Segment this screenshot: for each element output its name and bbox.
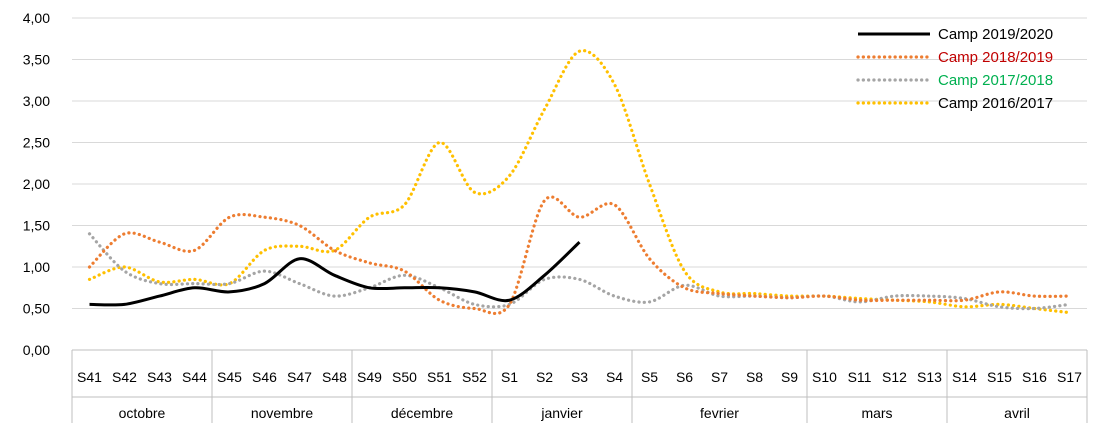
y-tick-label: 0,00 (23, 342, 50, 358)
x-tick-label: S3 (571, 369, 588, 385)
x-group-label: octobre (119, 405, 166, 421)
x-tick-label: S8 (746, 369, 763, 385)
legend-label: Camp 2019/2020 (938, 26, 1053, 43)
x-tick-label: S43 (147, 369, 172, 385)
x-tick-label: S12 (882, 369, 907, 385)
gridlines (72, 17, 1087, 309)
x-tick-label: S17 (1057, 369, 1082, 385)
x-tick-label: S11 (848, 369, 872, 385)
x-tick-label: S6 (676, 369, 693, 385)
series-line (87, 49, 1072, 315)
legend-label: Camp 2018/2019 (938, 49, 1053, 66)
series-lines (87, 49, 1072, 316)
x-tick-label: S13 (917, 369, 942, 385)
x-tick-label: S48 (322, 369, 347, 385)
y-tick-label: 1,00 (23, 259, 50, 275)
x-tick-label: S14 (952, 369, 977, 385)
x-tick-label: S16 (1022, 369, 1047, 385)
x-tick-label: S9 (781, 369, 798, 385)
x-tick-label: S2 (536, 369, 553, 385)
x-axis: S41 S42 S43 S44 S45 S46 S47 S48 S49 S50 S51 S52 S1 S2… (71, 349, 1088, 423)
legend-label: Camp 2017/2018 (938, 72, 1053, 89)
x-tick-label: S47 (287, 369, 312, 385)
x-group-label: mars (861, 405, 892, 421)
x-tick-label: S41 (77, 369, 102, 385)
x-tick-label: S5 (641, 369, 658, 385)
x-tick-label: S52 (462, 369, 487, 385)
y-tick-label: 3,00 (23, 93, 50, 109)
x-group-label: avril (1004, 405, 1030, 421)
x-tick-label: S51 (427, 369, 452, 385)
series-line (89, 241, 581, 307)
y-axis: 0,00 0,50 1,00 1,50 2,00 2,50 3,00 3,50 4,00 (23, 10, 50, 358)
series-line (87, 195, 1072, 316)
x-tick-label: S44 (182, 369, 207, 385)
x-tick-label: S50 (392, 369, 417, 385)
y-tick-label: 2,00 (23, 176, 50, 192)
y-tick-label: 1,50 (23, 218, 50, 234)
x-tick-label: S45 (217, 369, 242, 385)
x-tick-label: S49 (357, 369, 382, 385)
x-group-label: fevrier (700, 405, 739, 421)
x-tick-label: S10 (812, 369, 837, 385)
y-tick-label: 0,50 (23, 301, 50, 317)
y-tick-label: 3,50 (23, 52, 50, 68)
x-tick-label: S7 (711, 369, 728, 385)
x-group-label: novembre (251, 405, 313, 421)
legend-label: Camp 2016/2017 (938, 95, 1053, 112)
x-tick-label: S42 (112, 369, 137, 385)
x-tick-label: S15 (987, 369, 1012, 385)
y-tick-label: 4,00 (23, 10, 50, 26)
series-line (87, 232, 1072, 311)
x-tick-label: S46 (252, 369, 277, 385)
x-tick-label: S4 (606, 369, 623, 385)
legend: Camp 2019/2020 Camp 2018/2019 Camp 2017/20… (856, 26, 1053, 112)
x-tick-label: S1 (501, 369, 518, 385)
x-group-label: janvier (540, 405, 583, 421)
x-group-label: décembre (391, 405, 453, 421)
y-tick-label: 2,50 (23, 135, 50, 151)
